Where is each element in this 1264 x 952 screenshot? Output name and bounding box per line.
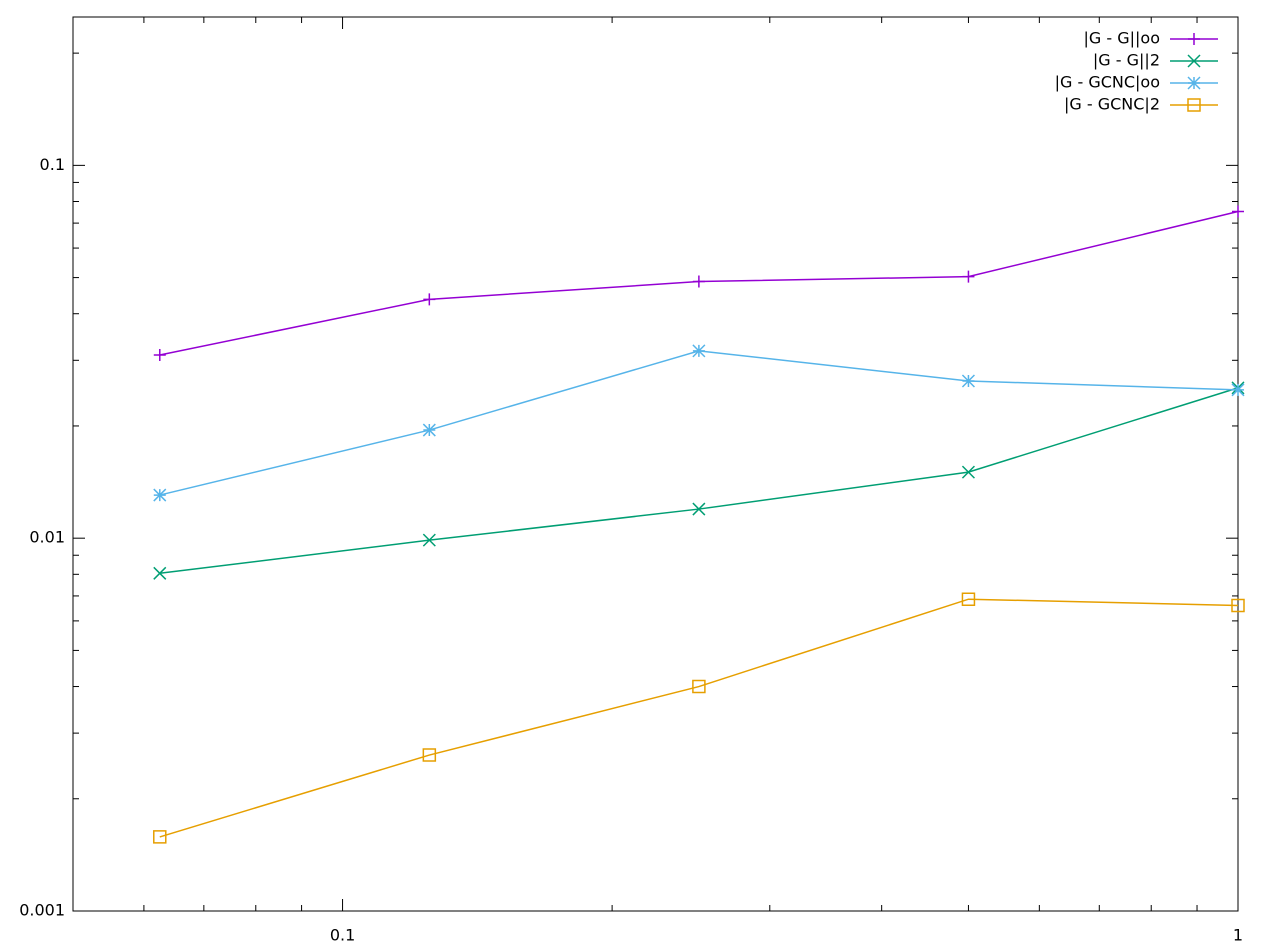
y-tick-label: 0.001 [19, 901, 65, 920]
point [1231, 598, 1245, 613]
point [153, 830, 167, 844]
point [962, 270, 975, 283]
legend-marker [1187, 54, 1201, 68]
point [422, 533, 436, 547]
point [961, 592, 976, 606]
legend-marker [1187, 76, 1201, 90]
point [1231, 383, 1245, 397]
plot-border [72, 16, 1239, 912]
point [692, 275, 705, 288]
point [153, 488, 167, 502]
point [692, 502, 706, 516]
legend-label: |G - GCNC|2 [1064, 95, 1160, 114]
point [422, 423, 436, 437]
series-line [159, 350, 1239, 496]
point [961, 465, 975, 479]
point [153, 566, 167, 580]
point [961, 374, 975, 388]
point [1232, 205, 1244, 218]
series-line [159, 387, 1239, 575]
point [423, 293, 436, 306]
y-tick-label: 0.01 [29, 528, 65, 547]
series-line [159, 598, 1239, 838]
y-tick-label: 0.1 [40, 155, 65, 174]
point [422, 748, 437, 762]
legend-label: |G - G||oo [1084, 29, 1161, 48]
legend-label: |G - G||2 [1093, 51, 1160, 70]
point [692, 679, 706, 694]
point [153, 348, 166, 361]
legend-label: |G - GCNC|oo [1055, 73, 1160, 92]
x-tick-label: 0.1 [330, 926, 355, 945]
legend-marker [1188, 33, 1200, 45]
point [692, 344, 706, 358]
legend-marker [1187, 98, 1201, 112]
x-tick-label: 1 [1233, 926, 1243, 945]
